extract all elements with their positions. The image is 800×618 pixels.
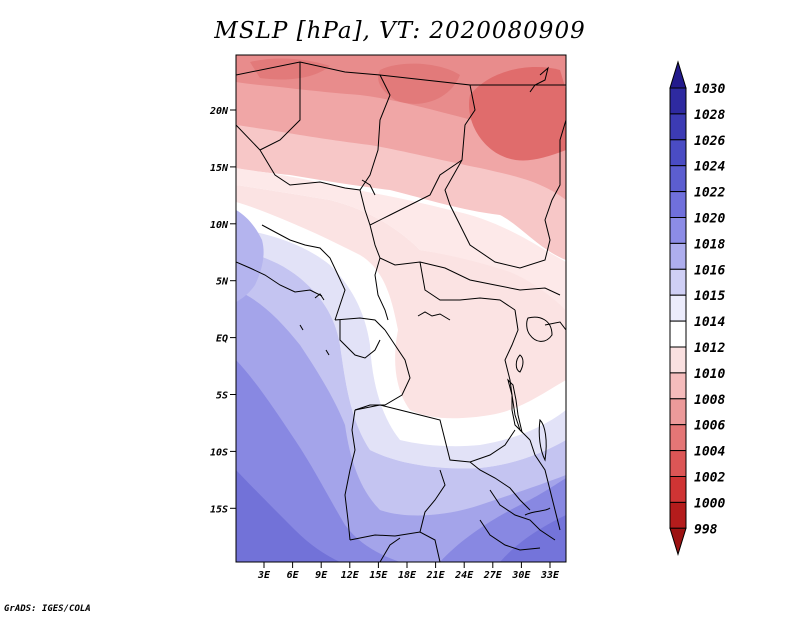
lat-tick-label: 5S <box>216 391 228 402</box>
colorbar-label: 1026 <box>694 134 725 149</box>
colorbar-segment <box>669 268 687 296</box>
lon-tick-label: 12E <box>341 570 360 581</box>
pressure-field <box>236 55 566 562</box>
latitude-axis: 20N 15N 10N 5N EQ 5S 10S 15S <box>209 106 236 515</box>
lat-tick-label: 10S <box>210 447 228 458</box>
lon-tick-label: 9E <box>315 570 328 581</box>
colorbar-segment <box>669 87 687 115</box>
colorbar-label: 1008 <box>694 393 725 408</box>
colorbar-label: 1012 <box>694 341 725 356</box>
colorbar-segment <box>669 294 687 322</box>
colorbar-label: 1020 <box>694 212 725 227</box>
lat-tick-label: 10N <box>210 220 229 231</box>
colorbar-segment <box>669 242 687 270</box>
colorbar-segment <box>669 398 687 426</box>
colorbar-label: 1016 <box>694 263 725 278</box>
lon-tick-label: 27E <box>483 570 503 581</box>
lat-tick-label: 15N <box>210 163 229 174</box>
colorbar-segment <box>669 139 687 167</box>
colorbar-label: 998 <box>694 522 718 537</box>
colorbar-segment <box>669 501 687 529</box>
lon-tick-label: 18E <box>398 570 417 581</box>
lon-tick-label: 21E <box>426 570 446 581</box>
longitude-axis: 3E 6E 9E 12E 15E 18E 21E 24E 27E 30E 33E <box>257 562 560 581</box>
colorbar-segment <box>669 476 687 503</box>
colorbar-segment <box>669 424 687 452</box>
colorbar-label: 1028 <box>694 108 725 123</box>
lat-tick-label: EQ <box>216 334 228 345</box>
colorbar-label: 1010 <box>694 367 725 382</box>
lon-tick-label: 15E <box>369 570 388 581</box>
chart-title: MSLP [hPa], VT: 2020080909 <box>214 18 586 44</box>
colorbar-label: 1006 <box>694 419 725 434</box>
lon-tick-label: 24E <box>454 570 474 581</box>
colorbar-label: 1024 <box>694 160 725 175</box>
lat-tick-label: 20N <box>209 106 229 117</box>
lon-tick-label: 33E <box>540 570 560 581</box>
colorbar-segment <box>669 320 687 348</box>
colorbar-label: 1004 <box>694 445 725 460</box>
colorbar: 1030 1028 1026 1024 1022 1020 1018 1016 1015 1014… <box>669 60 725 557</box>
grads-credit: GrADS: IGES/COLA <box>4 604 91 614</box>
country-borders <box>236 61 566 562</box>
colorbar-segment <box>669 113 687 141</box>
colorbar-segment <box>669 165 687 193</box>
colorbar-label: 1030 <box>694 82 725 97</box>
colorbar-label: 1002 <box>694 471 725 486</box>
colorbar-label: 1018 <box>694 237 725 252</box>
map-frame <box>235 54 567 563</box>
colorbar-segment <box>669 191 687 219</box>
lat-tick-label: 5N <box>216 277 229 288</box>
lon-tick-label: 30E <box>511 570 531 581</box>
lon-tick-label: 3E <box>257 570 271 581</box>
colorbar-segment <box>669 372 687 400</box>
colorbar-max-triangle <box>669 60 687 89</box>
lat-tick-label: 15S <box>210 504 228 515</box>
colorbar-segment <box>669 217 687 244</box>
colorbar-segment <box>669 450 687 478</box>
colorbar-segment <box>669 346 687 374</box>
colorbar-label: 1022 <box>694 186 725 201</box>
colorbar-label: 1014 <box>694 315 725 330</box>
colorbar-label: 1015 <box>694 289 725 304</box>
lon-tick-label: 6E <box>287 570 300 581</box>
colorbar-min-triangle <box>669 527 687 557</box>
colorbar-label: 1000 <box>694 496 725 511</box>
